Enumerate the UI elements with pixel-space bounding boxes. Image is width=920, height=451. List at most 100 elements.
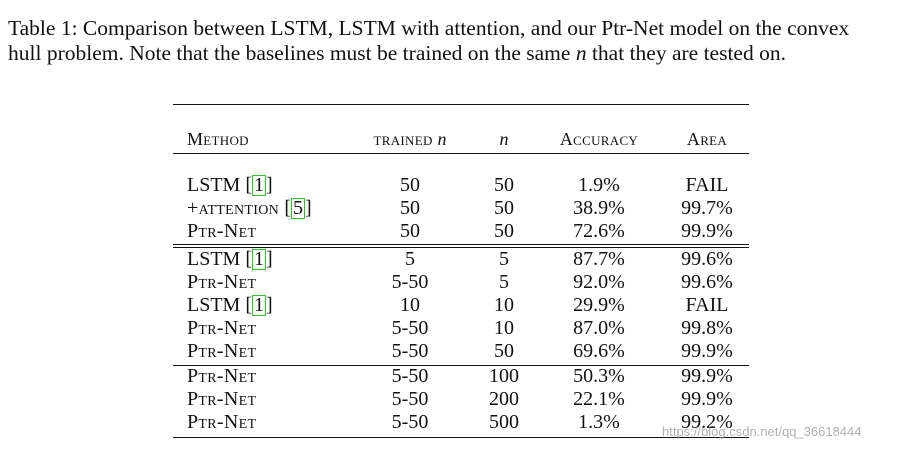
trained-n-cell: 10	[400, 294, 420, 316]
table-caption: Table 1: Comparison between LSTM, LSTM w…	[8, 16, 916, 66]
caption-line-2-start: hull problem. Note that the baselines mu…	[8, 41, 576, 65]
trained-n-cell: 5-50	[391, 340, 429, 362]
table-row: Ptr-Net 5-50 10 87.0% 99.8%	[173, 317, 749, 340]
trained-n-cell: 5-50	[391, 365, 429, 387]
trained-n-cell: 5	[405, 248, 415, 270]
trained-n-cell: 5-50	[391, 388, 429, 410]
method-cell: Ptr-Net	[187, 340, 256, 363]
citation-close-bracket: ]	[305, 197, 312, 219]
accuracy-cell: 22.1%	[573, 388, 625, 410]
header-n: n	[499, 129, 509, 149]
group-rule-1b	[173, 247, 749, 248]
n-cell: 200	[489, 388, 519, 410]
method-name: LSTM	[187, 174, 246, 196]
n-cell: 5	[499, 271, 509, 293]
area-cell: 99.6%	[681, 271, 733, 293]
table-row: LSTM [1] 5 5 87.7% 99.6%	[173, 248, 749, 271]
header-area: Area	[686, 129, 728, 149]
n-cell: 50	[494, 340, 514, 362]
top-rule	[173, 104, 749, 105]
accuracy-cell: 38.9%	[573, 197, 625, 219]
header-method: Method	[187, 129, 249, 149]
trained-n-cell: 5-50	[391, 411, 429, 433]
area-cell: FAIL	[685, 294, 729, 316]
method-cell: Ptr-Net	[187, 317, 256, 340]
accuracy-cell: 72.6%	[573, 220, 625, 242]
citation-open-bracket: [	[284, 197, 292, 219]
area-cell: 99.6%	[681, 248, 733, 270]
accuracy-cell: 87.7%	[573, 248, 625, 270]
citation-link[interactable]: [1]	[245, 248, 273, 270]
method-cell: Ptr-Net	[187, 365, 256, 388]
citation-close-bracket: ]	[266, 294, 273, 316]
n-cell: 500	[489, 411, 519, 433]
caption-line-2-end: that they are tested on.	[586, 41, 786, 65]
n-cell: 5	[499, 248, 509, 270]
method-name: Ptr-Net	[187, 388, 257, 410]
area-cell: 99.9%	[681, 340, 733, 362]
table-row: Ptr-Net 5-50 5 92.0% 99.6%	[173, 271, 749, 294]
citation-number: 1	[252, 174, 267, 196]
method-name: LSTM	[187, 248, 246, 270]
citation-close-bracket: ]	[266, 174, 273, 196]
citation-link[interactable]: [1]	[245, 294, 273, 316]
header-trained-n: trained n	[359, 128, 461, 151]
area-cell: 99.7%	[681, 197, 733, 219]
area-cell: 99.8%	[681, 317, 733, 339]
method-cell: LSTM [1]	[187, 174, 273, 197]
method-name: Ptr-Net	[187, 340, 257, 362]
n-cell: 100	[489, 365, 519, 387]
header-rule	[173, 153, 749, 154]
trained-n-cell: 50	[400, 174, 420, 196]
group-rule-2	[173, 365, 749, 366]
n-cell: 50	[494, 197, 514, 219]
citation-open-bracket: [	[245, 294, 253, 316]
accuracy-cell: 50.3%	[573, 365, 625, 387]
accuracy-cell: 87.0%	[573, 317, 625, 339]
watermark-text: https://blog.csdn.net/qq_36618444	[662, 424, 862, 439]
method-name: Ptr-Net	[187, 365, 257, 387]
method-cell: Ptr-Net	[187, 271, 256, 294]
method-cell: Ptr-Net	[187, 388, 256, 411]
method-name: +attention	[187, 197, 285, 219]
citation-number: 1	[252, 294, 267, 316]
accuracy-cell: 1.3%	[578, 411, 620, 433]
method-name: Ptr-Net	[187, 317, 257, 339]
method-cell: LSTM [1]	[187, 294, 273, 317]
n-cell: 50	[494, 174, 514, 196]
accuracy-cell: 29.9%	[573, 294, 625, 316]
method-cell: Ptr-Net	[187, 220, 256, 243]
table-row: Ptr-Net 5-50 50 69.6% 99.9%	[173, 340, 749, 363]
citation-open-bracket: [	[245, 174, 253, 196]
citation-number: 5	[291, 197, 306, 219]
group-rule-1a	[173, 244, 749, 245]
accuracy-cell: 69.6%	[573, 340, 625, 362]
area-cell: 99.9%	[681, 388, 733, 410]
citation-link[interactable]: [5]	[284, 197, 312, 219]
trained-n-cell: 50	[400, 197, 420, 219]
caption-line-1: Table 1: Comparison between LSTM, LSTM w…	[8, 16, 850, 40]
method-cell: +attention [5]	[187, 197, 312, 220]
method-name: Ptr-Net	[187, 220, 257, 242]
method-name: Ptr-Net	[187, 271, 257, 293]
table-row: LSTM [1] 50 50 1.9% FAIL	[173, 174, 749, 197]
citation-close-bracket: ]	[266, 248, 273, 270]
area-cell: 99.9%	[681, 220, 733, 242]
area-cell: 99.9%	[681, 365, 733, 387]
citation-open-bracket: [	[245, 248, 253, 270]
citation-number: 1	[252, 248, 267, 270]
area-cell: 99.2%	[681, 411, 733, 433]
table-row: Ptr-Net 50 50 72.6% 99.9%	[173, 220, 749, 243]
header-accuracy: Accuracy	[559, 129, 639, 149]
caption-line-2: hull problem. Note that the baselines mu…	[8, 41, 916, 66]
n-cell: 50	[494, 220, 514, 242]
method-cell: Ptr-Net	[187, 411, 256, 434]
trained-n-cell: 5-50	[391, 271, 429, 293]
header-trained-label: trained	[373, 129, 438, 149]
header-trained-var: n	[437, 129, 447, 149]
method-name: Ptr-Net	[187, 411, 257, 433]
accuracy-cell: 1.9%	[578, 174, 620, 196]
citation-link[interactable]: [1]	[245, 174, 273, 196]
table-row: +attention [5] 50 50 38.9% 99.7%	[173, 197, 749, 220]
table-row: Ptr-Net 5-50 200 22.1% 99.9%	[173, 388, 749, 411]
